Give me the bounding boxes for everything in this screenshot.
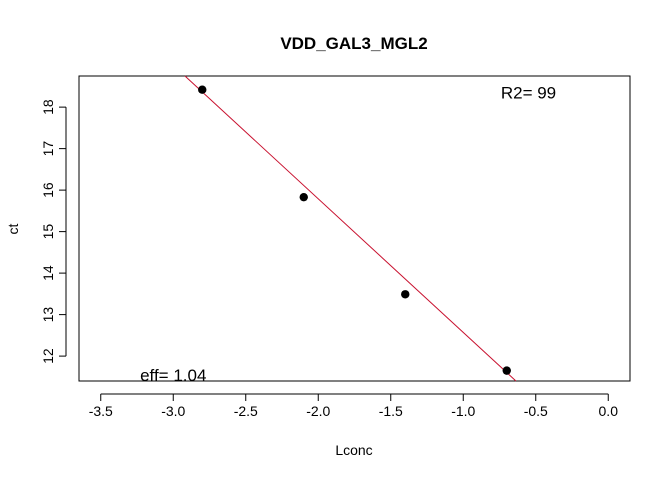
efficiency-annotation: eff= 1.04 bbox=[140, 366, 206, 385]
y-tick-label: 14 bbox=[40, 265, 56, 281]
data-point bbox=[502, 366, 511, 375]
y-tick-label: 16 bbox=[40, 182, 56, 198]
x-axis-label: Lconc bbox=[335, 442, 372, 458]
data-points bbox=[198, 85, 511, 375]
x-tick-label: -3.0 bbox=[161, 403, 185, 419]
x-tick-label: -2.0 bbox=[306, 403, 330, 419]
data-point bbox=[198, 85, 207, 94]
x-tick-label: -2.5 bbox=[234, 403, 258, 419]
data-point bbox=[299, 192, 308, 202]
plot-area bbox=[184, 75, 517, 382]
x-axis: -3.5 -3.0 -2.5 -2.0 -1.5 -1.0 -0.5 0.0 bbox=[89, 393, 619, 419]
x-tick-label: 0.0 bbox=[599, 403, 619, 419]
y-axis-label: ct bbox=[5, 223, 21, 234]
x-tick-label: -1.5 bbox=[379, 403, 403, 419]
r2-annotation: R2= 99 bbox=[501, 84, 556, 103]
y-axis: 12 13 14 15 16 17 18 bbox=[40, 99, 67, 364]
x-tick-label: -0.5 bbox=[524, 403, 548, 419]
x-tick-label: -3.5 bbox=[89, 403, 113, 419]
chart-title: VDD_GAL3_MGL2 bbox=[280, 34, 427, 53]
x-tick-label: -1.0 bbox=[451, 403, 475, 419]
plot-frame bbox=[78, 75, 631, 382]
y-tick-label: 13 bbox=[40, 307, 56, 323]
y-tick-label: 15 bbox=[40, 224, 56, 240]
data-point bbox=[401, 290, 410, 299]
y-tick-label: 12 bbox=[40, 348, 56, 364]
y-tick-label: 18 bbox=[40, 99, 56, 115]
y-tick-label: 17 bbox=[40, 141, 56, 157]
regression-line bbox=[184, 75, 517, 382]
